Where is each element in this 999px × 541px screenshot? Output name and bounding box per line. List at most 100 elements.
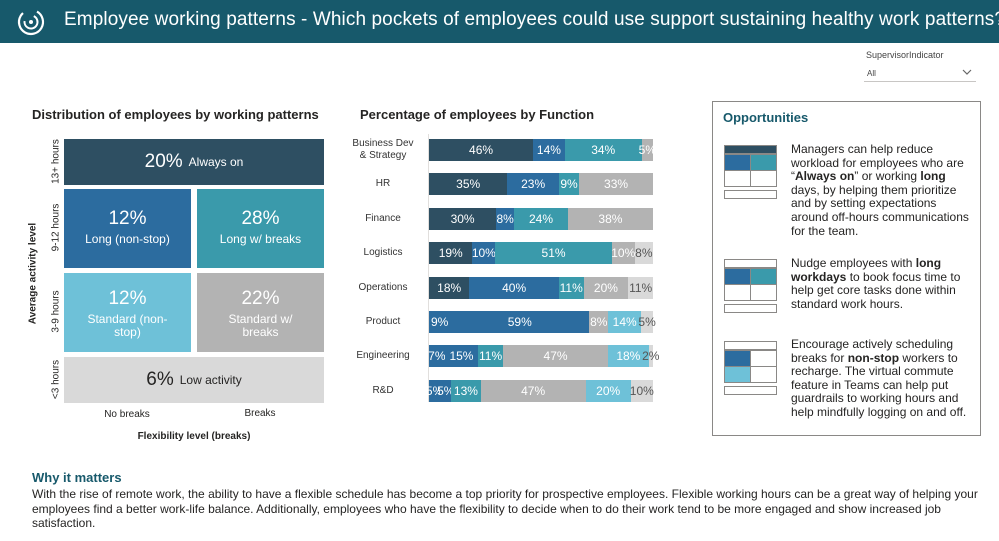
bar-segment[interactable]: 8% — [589, 311, 609, 333]
tile-always-on[interactable]: 20% Always on — [64, 139, 324, 185]
bar-segment[interactable]: 14% — [608, 311, 642, 333]
bar-segment[interactable]: 30% — [429, 207, 497, 230]
bar-segment[interactable]: 24% — [514, 207, 568, 230]
function-chart-title: Percentage of employees by Function — [360, 107, 595, 122]
bar-segment[interactable]: 59% — [450, 311, 590, 333]
y-label-3-9: 3-9 hours — [50, 290, 62, 333]
opportunities-title: Opportunities — [723, 110, 809, 125]
opportunity-1-text: Managers can help reduce workload for em… — [791, 142, 969, 238]
bar-segment[interactable]: 23% — [507, 173, 559, 196]
bar-segment[interactable]: 10% — [611, 242, 635, 265]
function-bar[interactable]: 35% 23% 9% 33% — [429, 173, 653, 196]
function-label: Business Dev & Strategy — [352, 138, 414, 161]
bar-segment[interactable]: 47% — [480, 379, 586, 402]
opportunity-2-text: Nudge employees with long workdays to bo… — [791, 256, 961, 311]
function-bar[interactable]: 9% 59% 8% 14% 5% — [429, 311, 656, 333]
bar-segment[interactable]: 10% — [630, 379, 654, 402]
function-label: Product — [365, 316, 401, 327]
tile-label: Standard w/ breaks — [228, 312, 293, 339]
tile-pct: 6% — [146, 369, 174, 390]
y-axis-title: Average activity level — [27, 222, 39, 325]
tile-label: Standard (non-stop) — [87, 312, 168, 339]
opportunity-2-grid-icon — [724, 259, 779, 314]
bar-segment[interactable]: 8% — [496, 207, 515, 230]
bar-segment[interactable]: 9% — [429, 311, 451, 333]
tile-label: Always on — [188, 154, 244, 169]
tile-label: Long w/ breaks — [219, 232, 302, 246]
function-label: Engineering — [356, 350, 410, 362]
chart-axis-line — [428, 134, 429, 402]
y-label-13plus: 13+ hours — [50, 139, 62, 184]
bar-segment[interactable]: 20% — [585, 379, 631, 402]
bar-segment[interactable]: 18% — [608, 345, 649, 368]
bar-segment[interactable]: 20% — [583, 276, 629, 299]
opportunity-1-grid-icon — [724, 145, 779, 200]
bar-segment[interactable]: 7% — [428, 345, 446, 368]
tile-pct: 22% — [241, 288, 280, 309]
bar-segment[interactable]: 35% — [429, 173, 508, 196]
bar-segment[interactable]: 38% — [567, 207, 653, 230]
function-label: Logistics — [363, 247, 403, 259]
x-axis-title: Flexibility level (breaks) — [137, 431, 251, 442]
function-label: Finance — [365, 212, 401, 224]
bar-segment[interactable]: 34% — [564, 139, 642, 161]
function-label: HR — [375, 178, 391, 190]
tile-pct: 12% — [108, 288, 147, 309]
bar-segment[interactable]: 47% — [502, 345, 609, 368]
x-label-breaks: Breaks — [244, 408, 276, 419]
bar-segment[interactable]: 19% — [429, 242, 473, 265]
opportunity-3-text: Encourage actively scheduling breaks for… — [791, 337, 967, 419]
why-it-matters-text: With the rise of remote work, the abilit… — [32, 487, 978, 530]
function-bar[interactable]: 18% 40% 11% 20% 11% — [429, 276, 653, 299]
tile-label: Long (non-stop) — [85, 232, 170, 246]
tile-long-breaks[interactable]: 28% Long w/ breaks — [197, 189, 324, 268]
tile-standard-breaks[interactable]: 22% Standard w/ breaks — [197, 273, 324, 352]
opportunity-3-grid-icon — [724, 341, 779, 396]
y-label-9-12: 9-12 hours — [50, 203, 62, 252]
bar-segment[interactable]: 18% — [429, 276, 470, 299]
bar-segment[interactable]: 2% — [642, 345, 659, 368]
supervisor-indicator-dropdown[interactable]: All — [864, 65, 976, 82]
bar-segment[interactable]: 11% — [478, 345, 503, 368]
bar-segment[interactable]: 13% — [451, 379, 481, 402]
opportunities-panel: Opportunities Managers can help reduce w… — [712, 101, 981, 436]
bar-segment[interactable]: 10% — [472, 242, 496, 265]
function-bar[interactable]: 30% 8% 24% 38% — [429, 207, 653, 230]
why-it-matters-title: Why it matters — [32, 470, 122, 485]
bar-segment[interactable]: 33% — [579, 173, 653, 196]
bar-segment[interactable]: 9% — [558, 173, 580, 196]
function-bar[interactable]: 46% 14% 34% 5% — [429, 139, 656, 161]
bar-segment[interactable]: 5% — [639, 139, 656, 161]
bar-segment[interactable]: 46% — [429, 139, 534, 161]
y-label-lt3: <3 hours — [50, 359, 62, 400]
function-bar[interactable]: 7% 15% 11% 47% 18% 2% — [428, 345, 659, 368]
bar-segment[interactable]: 51% — [495, 242, 612, 265]
tile-low-activity[interactable]: 6% Low activity — [64, 357, 324, 403]
bar-segment[interactable]: 5% — [638, 311, 656, 333]
function-bar[interactable]: 5% 5% 13% 47% 20% 10% — [426, 379, 654, 402]
function-label: Operations — [358, 281, 408, 293]
x-label-no-breaks: No breaks — [104, 409, 150, 420]
tile-pct: 20% — [144, 151, 183, 172]
slicer-label: SupervisorIndicator — [866, 50, 944, 60]
bar-segment[interactable]: 5% — [437, 379, 454, 402]
bar-segment[interactable]: 14% — [533, 139, 565, 161]
viva-insights-logo-icon — [17, 8, 45, 36]
tile-label: Low activity — [179, 372, 242, 387]
bar-segment[interactable]: 11% — [628, 276, 653, 299]
page-header: Employee working patterns - Which pocket… — [0, 0, 999, 43]
bar-segment[interactable]: 15% — [444, 345, 479, 368]
bar-segment[interactable]: 11% — [558, 276, 584, 299]
distribution-title: Distribution of employees by working pat… — [32, 107, 319, 122]
bar-segment[interactable]: 5% — [426, 379, 443, 402]
function-label: R&D — [372, 384, 394, 396]
slicer-selected-value: All — [867, 69, 876, 78]
bar-segment[interactable]: 8% — [634, 242, 653, 265]
page-title: Employee working patterns - Which pocket… — [64, 9, 999, 30]
function-bar[interactable]: 19% 10% 51% 10% 8% — [429, 242, 653, 265]
tile-pct: 12% — [108, 208, 147, 229]
tile-long-nonstop[interactable]: 12% Long (non-stop) — [64, 189, 191, 268]
chevron-down-icon — [962, 69, 972, 75]
bar-segment[interactable]: 40% — [469, 276, 559, 299]
tile-standard-nonstop[interactable]: 12% Standard (non-stop) — [64, 273, 191, 352]
